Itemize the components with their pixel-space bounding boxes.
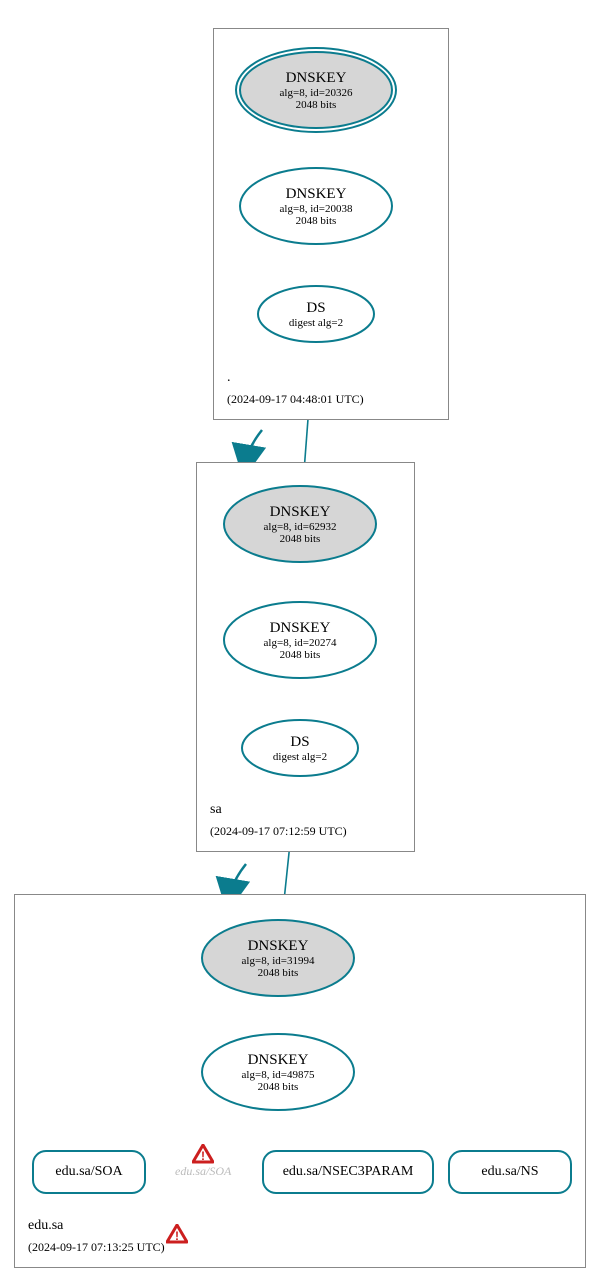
ghost-soa-label: edu.sa/SOA [175, 1164, 231, 1179]
svg-text:2048 bits: 2048 bits [258, 1081, 299, 1093]
svg-text:DNSKEY: DNSKEY [286, 70, 347, 86]
warning-icon: ! [166, 1224, 188, 1244]
node-sa_ksk: DNSKEYalg=8, id=629322048 bits [222, 484, 378, 564]
zone-timestamp-root: (2024-09-17 04:48:01 UTC) [227, 392, 364, 407]
svg-text:digest alg=2: digest alg=2 [289, 317, 343, 329]
svg-text:DNSKEY: DNSKEY [248, 1052, 309, 1068]
svg-text:2048 bits: 2048 bits [296, 99, 337, 111]
svg-text:2048 bits: 2048 bits [280, 649, 321, 661]
svg-text:DNSKEY: DNSKEY [270, 504, 331, 520]
svg-text:DNSKEY: DNSKEY [248, 938, 309, 954]
zone-label-edusa: edu.sa [28, 1218, 63, 1234]
svg-text:alg=8, id=20274: alg=8, id=20274 [264, 637, 337, 649]
svg-text:digest alg=2: digest alg=2 [273, 751, 327, 763]
svg-text:2048 bits: 2048 bits [258, 967, 299, 979]
svg-text:DS: DS [306, 300, 325, 316]
svg-text:DS: DS [290, 734, 309, 750]
node-root_zsk: DNSKEYalg=8, id=200382048 bits [238, 166, 394, 246]
rrset-nsec3: edu.sa/NSEC3PARAM [262, 1150, 434, 1194]
svg-text:alg=8, id=31994: alg=8, id=31994 [242, 955, 315, 967]
svg-text:!: ! [175, 1229, 179, 1243]
rrset-ns: edu.sa/NS [448, 1150, 572, 1194]
node-sa_zsk: DNSKEYalg=8, id=202742048 bits [222, 600, 378, 680]
svg-text:alg=8, id=49875: alg=8, id=49875 [242, 1069, 315, 1081]
node-sa_ds: DSdigest alg=2 [240, 718, 360, 778]
node-edu_ksk: DNSKEYalg=8, id=319942048 bits [200, 918, 356, 998]
svg-text:alg=8, id=20038: alg=8, id=20038 [280, 203, 353, 215]
svg-text:DNSKEY: DNSKEY [270, 620, 331, 636]
zone-label-root: . [227, 370, 231, 386]
svg-text:!: ! [201, 1149, 205, 1163]
node-root_ksk: DNSKEYalg=8, id=203262048 bits [234, 46, 398, 134]
svg-text:alg=8, id=62932: alg=8, id=62932 [264, 521, 337, 533]
node-root_ds: DSdigest alg=2 [256, 284, 376, 344]
svg-text:DNSKEY: DNSKEY [286, 186, 347, 202]
zone-timestamp-sa: (2024-09-17 07:12:59 UTC) [210, 824, 347, 839]
zone-timestamp-edusa: (2024-09-17 07:13:25 UTC) [28, 1240, 165, 1255]
rrset-soa: edu.sa/SOA [32, 1150, 146, 1194]
zone-label-sa: sa [210, 802, 222, 818]
warning-icon: ! [192, 1144, 214, 1164]
svg-text:alg=8, id=20326: alg=8, id=20326 [280, 87, 353, 99]
svg-text:2048 bits: 2048 bits [280, 533, 321, 545]
node-edu_zsk: DNSKEYalg=8, id=498752048 bits [200, 1032, 356, 1112]
svg-text:2048 bits: 2048 bits [296, 215, 337, 227]
